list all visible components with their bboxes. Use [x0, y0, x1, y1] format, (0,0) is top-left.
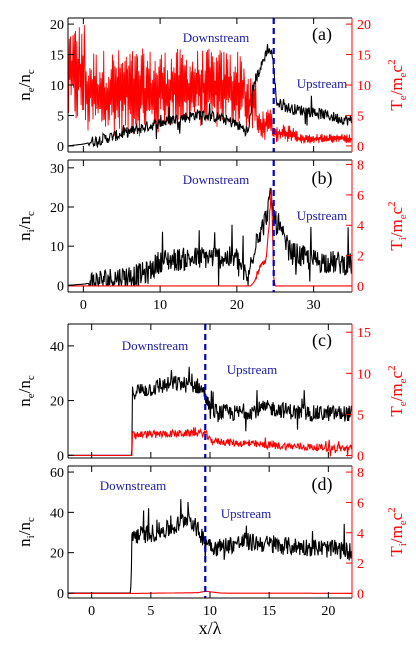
- upstream-label: Upstream: [227, 362, 278, 377]
- y-tick-label-right: 10: [357, 367, 371, 382]
- panel-label-bg: [306, 331, 338, 351]
- y-tick-label-right: 2: [357, 557, 364, 572]
- temperature-series: [68, 590, 352, 594]
- y-tick-label-left: 0: [57, 449, 64, 464]
- density-series: [68, 43, 352, 149]
- y-tick-label-right: 10: [357, 79, 371, 94]
- y-tick-label-right: 6: [357, 496, 364, 511]
- downstream-label: Downstream: [122, 338, 188, 353]
- y-axis-label-right: Ti/mec2: [386, 507, 409, 556]
- y-tick-label-right: 0: [357, 280, 364, 295]
- density-series: [68, 499, 352, 594]
- panel-label: (b): [312, 168, 333, 189]
- y-tick-label-left: 10: [50, 240, 64, 255]
- x-axis-label: x/λ: [199, 618, 222, 638]
- y-tick-label-right: 5: [357, 109, 364, 124]
- x-tick-label: 5: [147, 604, 154, 619]
- plot-area: [68, 499, 352, 594]
- y-tick-label-right: 6: [357, 189, 364, 204]
- panel-label: (a): [312, 24, 332, 45]
- panel-label-bg: [306, 169, 338, 189]
- y-tick-label-left: 20: [50, 201, 64, 216]
- x-tick-label: 20: [321, 604, 335, 619]
- y-tick-label-right: 4: [357, 527, 364, 542]
- x-tick-label: 0: [88, 604, 95, 619]
- y-tick-label-left: 15: [50, 49, 64, 64]
- x-tick-label: 10: [203, 604, 217, 619]
- upstream-label: Upstream: [297, 208, 348, 223]
- y-axis-label-left: ni/nc: [15, 517, 37, 547]
- y-tick-label-right: 4: [357, 219, 364, 234]
- x-tick-label: 20: [230, 298, 244, 313]
- y-tick-label-left: 40: [50, 340, 64, 355]
- upstream-label: Upstream: [221, 506, 272, 521]
- y-tick-label-left: 20: [50, 395, 64, 410]
- y-tick-label-right: 20: [357, 18, 371, 33]
- downstream-label: Downstream: [183, 172, 249, 187]
- panel-c: 0 20 40 0 5 10 15 ne/nc Te/mec2 Downstream Upstrea…: [15, 323, 409, 465]
- x-tick-label: 30: [307, 298, 321, 313]
- y-tick-label-right: 0: [357, 587, 364, 602]
- y-tick-label-left: 0: [57, 587, 64, 602]
- downstream-label: Downstream: [183, 30, 249, 45]
- panel-label: (d): [312, 474, 333, 495]
- y-axis-label-right: Te/mec2: [386, 59, 409, 110]
- y-axis-label-right: Te/mec2: [386, 365, 409, 416]
- y-tick-label-right: 0: [357, 140, 364, 155]
- y-tick-label-left: 60: [50, 466, 64, 481]
- panel-label-bg: [306, 475, 338, 495]
- x-tick-label: 10: [153, 298, 167, 313]
- y-tick-label-right: 2: [357, 250, 364, 265]
- y-tick-label-left: 40: [50, 506, 64, 521]
- y-tick-label-right: 8: [357, 159, 364, 174]
- panel-label: (c): [312, 330, 332, 351]
- y-axis-label-left: ni/nc: [15, 211, 37, 241]
- x-tick-label: 15: [262, 604, 276, 619]
- density-series: [68, 366, 352, 456]
- density-series: [68, 187, 352, 288]
- y-axis-label-right: Ti/mec2: [386, 201, 409, 250]
- y-tick-label-left: 20: [50, 18, 64, 33]
- y-axis-label-left: ne/nc: [15, 69, 37, 101]
- temperature-series: [68, 427, 352, 457]
- y-tick-label-left: 20: [50, 547, 64, 562]
- upstream-label: Upstream: [297, 76, 348, 91]
- temperature-series: [68, 24, 352, 144]
- y-tick-label-left: 5: [57, 109, 64, 124]
- y-tick-label-right: 15: [357, 326, 371, 341]
- panel-d: 0 5 10 15 20 0 20 40 60 0 2 4 6 8 ni/nc Ti/mec2 Downstre…: [15, 465, 409, 619]
- temperature-series: [68, 188, 352, 287]
- y-tick-label-left: 0: [57, 279, 64, 294]
- y-tick-label-left: 10: [50, 79, 64, 94]
- panel-label-bg: [306, 25, 338, 45]
- y-axis-label-left: ne/nc: [15, 375, 37, 407]
- plot-area: [68, 366, 352, 457]
- y-tick-label-left: 0: [57, 140, 64, 155]
- panel-b: 0 10 20 30 0 10 20 30 0 2 4 6 8 ni/nc Ti/mec2 Downstrea…: [15, 159, 409, 313]
- downstream-label: Downstream: [100, 478, 166, 493]
- plot-area: [68, 187, 352, 288]
- y-tick-label-right: 0: [357, 450, 364, 465]
- y-tick-label-left: 30: [50, 162, 64, 177]
- plot-area: [68, 24, 352, 149]
- x-tick-label: 0: [80, 298, 87, 313]
- y-tick-label-right: 8: [357, 466, 364, 481]
- panel-a: 0 5 10 15 20 0 5 10 15 20 ne/nc Te/mec2 Downstream Up…: [15, 17, 409, 155]
- y-tick-label-right: 5: [357, 408, 364, 423]
- y-tick-label-right: 15: [357, 49, 371, 64]
